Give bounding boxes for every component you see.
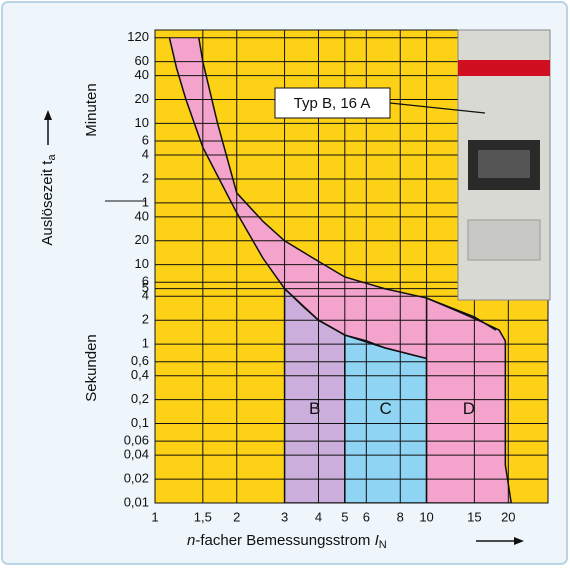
x-tick-label: 10 (419, 509, 433, 524)
y-tick-label: 0,2 (131, 391, 149, 406)
x-tick-label: 1,5 (194, 509, 212, 524)
x-axis-title-part: -facher Bemessungsstrom (195, 532, 374, 549)
y-unit-label: Minuten (83, 83, 100, 136)
y-tick-label: 60 (135, 53, 149, 68)
y-tick-label: 6 (142, 132, 149, 147)
y-tick-label: 20 (135, 91, 149, 106)
x-tick-label: 5 (341, 509, 348, 524)
y-tick-label: 10 (135, 256, 149, 271)
y-tick-label: 0,6 (131, 353, 149, 368)
y-tick-label: 6 (142, 274, 149, 289)
x-axis-title-sub: N (379, 539, 387, 551)
y-tick-label: 5 (142, 280, 149, 295)
x-axis-title: n-facher Bemessungsstrom IN (187, 532, 387, 551)
x-tick-label: 6 (363, 509, 370, 524)
y-unit-label: Sekunden (83, 334, 100, 402)
x-tick-label: 20 (501, 509, 515, 524)
x-axis-title-part: n (187, 532, 195, 549)
y-tick-label: 40 (135, 208, 149, 223)
y-tick-label: 4 (142, 288, 149, 303)
x-tick-label: 8 (397, 509, 404, 524)
y-tick-label: 120 (127, 29, 149, 44)
x-tick-label: 3 (281, 509, 288, 524)
band-upper-edge (198, 37, 497, 331)
annotation-box (274, 87, 391, 119)
x-tick-label: 1 (151, 509, 158, 524)
region-label: C (380, 399, 392, 418)
y-tick-label: 1 (142, 194, 149, 209)
y-tick-label: 2 (142, 312, 149, 327)
y-tick-label: 0,1 (131, 415, 149, 430)
y-tick-label: 1 (142, 336, 149, 351)
y-axis-title-text: Auslösezeit t (39, 160, 56, 246)
photo-lever (478, 150, 530, 178)
annotation-leader (389, 102, 486, 114)
y-axis-title-sub: a (46, 154, 58, 161)
y-tick-label: 40 (135, 67, 149, 82)
x-tick-label: 15 (467, 509, 481, 524)
x-axis-title-part: I (375, 532, 379, 549)
region-label: D (463, 399, 475, 418)
photo-terminal (467, 219, 541, 261)
trip-region (344, 334, 428, 503)
y-tick-label: 20 (135, 232, 149, 247)
y-tick-label: 0,02 (124, 471, 149, 486)
region-label: B (309, 399, 320, 418)
breaker-photo (457, 29, 551, 301)
x-arrow-head (514, 537, 524, 545)
y-axis-title: Auslösezeit ta (39, 154, 58, 246)
y-arrow-head (44, 110, 52, 120)
band-lower-edge (168, 37, 427, 360)
x-tick-label: 4 (315, 509, 322, 524)
y-tick-label: 10 (135, 115, 149, 130)
x-tick-label: 2 (233, 509, 240, 524)
y-tick-label: 0,4 (131, 367, 149, 382)
y-tick-label: 4 (142, 146, 149, 161)
y-tick-label: 2 (142, 170, 149, 185)
y-tick-label: 0,01 (124, 494, 149, 509)
annotation: Typ B, 16 A (294, 95, 371, 112)
photo-red-bar (458, 60, 550, 76)
y-tick-label: 0,06 (124, 433, 149, 448)
y-tick-label: 0,04 (124, 447, 149, 462)
